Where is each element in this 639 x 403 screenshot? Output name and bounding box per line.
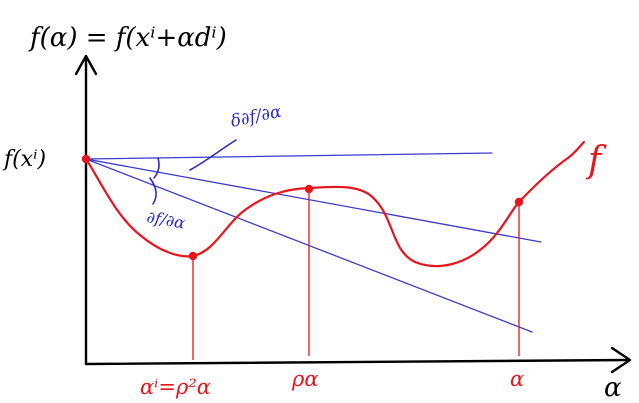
angle-arc-lower (149, 177, 157, 205)
slope-lines (85, 152, 542, 333)
y-intercept-label: f(xⁱ) (2, 147, 46, 172)
points (81, 154, 524, 261)
curve-name-label: f (585, 140, 607, 181)
x-axis (84, 358, 630, 366)
point-mid (304, 184, 314, 194)
point-left (188, 251, 198, 261)
slope-upper-label: δ∂f/∂α (229, 102, 284, 132)
x-axis-arrowhead (610, 346, 632, 374)
x-axis-label: α (604, 373, 622, 403)
title-formula: f(α) = f(xⁱ+αdⁱ) (28, 23, 227, 53)
point-start (81, 154, 91, 164)
slope-lower-label: ∂f/∂α (145, 207, 187, 232)
y-axis-arrowhead (74, 54, 98, 76)
point-right (514, 197, 524, 207)
tick-mid-label: ρα (291, 367, 319, 391)
angle-arc-upper (153, 157, 160, 179)
angle-annotations (149, 139, 237, 205)
tick-right-label: α (510, 367, 524, 391)
sufficient-decrease-line (85, 152, 493, 160)
ticks (192, 190, 520, 360)
leader-upper (189, 139, 237, 171)
function-curve (84, 140, 586, 268)
tick-left-label: αⁱ=ρ²α (140, 375, 211, 399)
axes (74, 54, 632, 374)
middle-line (85, 158, 542, 243)
